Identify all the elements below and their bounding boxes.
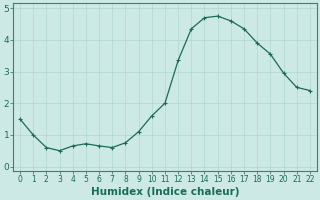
X-axis label: Humidex (Indice chaleur): Humidex (Indice chaleur)	[91, 187, 239, 197]
